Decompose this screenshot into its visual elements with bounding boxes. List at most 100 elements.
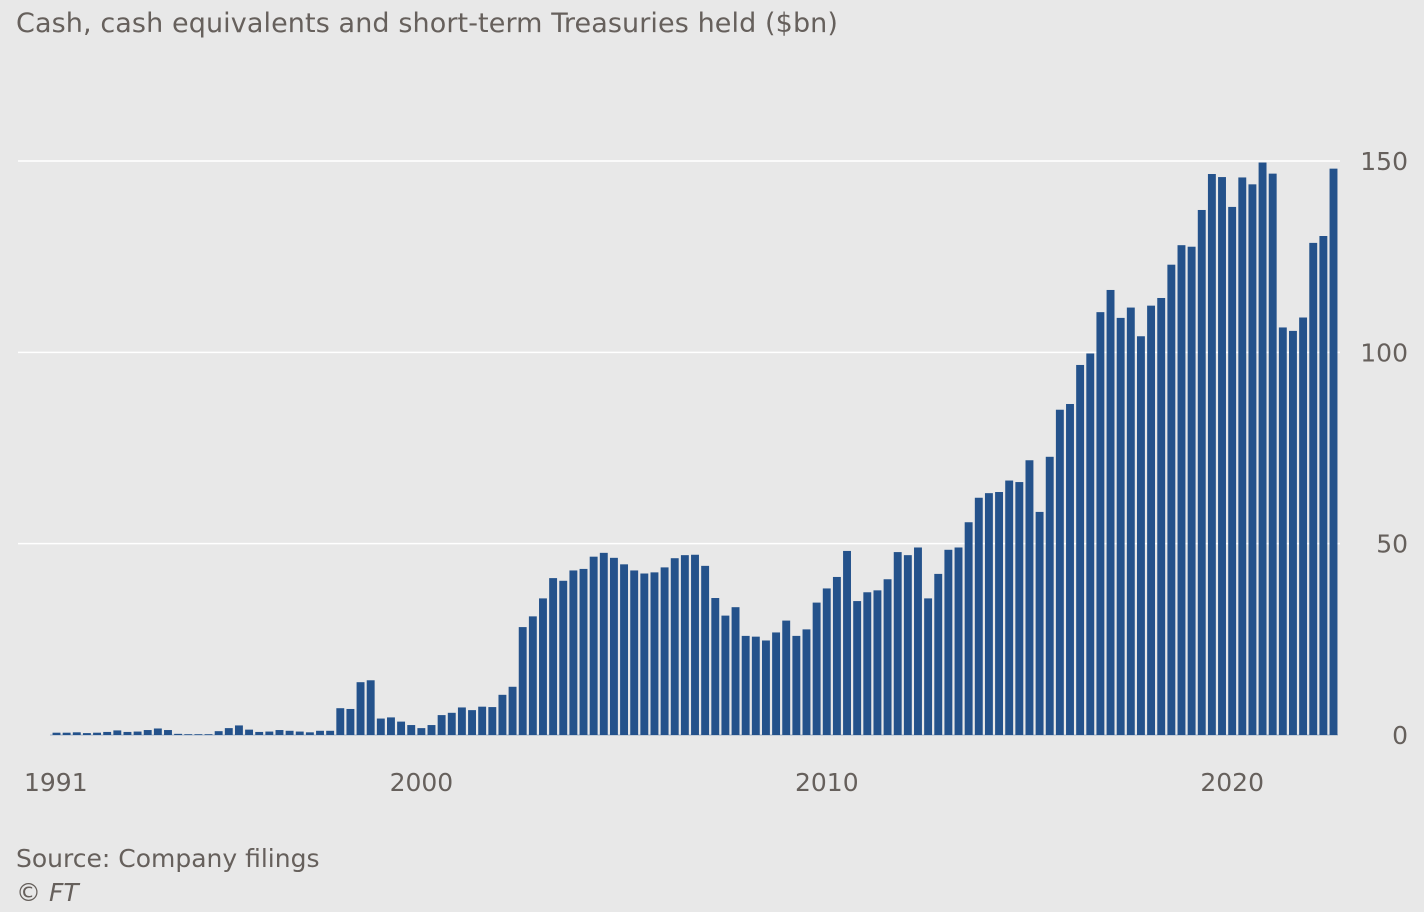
bar: [924, 598, 933, 735]
bar: [782, 620, 791, 735]
bar: [82, 733, 91, 735]
bar: [539, 598, 547, 735]
bar: [569, 570, 578, 735]
bar: [873, 590, 882, 735]
bar: [559, 580, 568, 735]
bar: [822, 588, 831, 735]
bar: [447, 712, 456, 735]
bar: [680, 555, 689, 735]
bar: [802, 629, 811, 735]
bar: [366, 680, 375, 735]
bar: [224, 728, 233, 735]
bar: [184, 734, 193, 735]
bar: [153, 728, 162, 735]
x-axis-ticks: 1991 2000 2010 2020: [24, 768, 1264, 797]
bar: [650, 572, 659, 735]
bar: [1035, 511, 1044, 735]
y-tick-label: 100: [1360, 338, 1408, 367]
bar: [488, 707, 497, 735]
bar: [609, 557, 618, 735]
bar: [1167, 264, 1176, 735]
bar: [1096, 312, 1105, 735]
bar: [478, 706, 487, 735]
y-tick-label: 50: [1376, 530, 1408, 559]
bar: [518, 627, 527, 735]
bar: [599, 552, 608, 735]
bar: [174, 733, 183, 735]
bar: [275, 730, 284, 735]
bar: [995, 492, 1004, 735]
bar: [954, 547, 963, 735]
bar: [964, 522, 973, 735]
bar: [883, 579, 892, 735]
bar: [1289, 330, 1297, 735]
bar: [457, 707, 466, 735]
credit-note: © FT: [16, 878, 79, 907]
bar: [1106, 289, 1115, 735]
bar: [437, 715, 446, 735]
bar: [52, 732, 61, 735]
bar: [1197, 209, 1206, 736]
bar: [1025, 460, 1034, 735]
bar: [843, 550, 851, 735]
bar: [1055, 409, 1064, 735]
bar: [133, 731, 142, 735]
bar: [741, 635, 750, 735]
bar: [1187, 246, 1196, 735]
bar: [589, 556, 598, 735]
bar: [1278, 327, 1287, 735]
bar: [853, 601, 862, 735]
bar: [387, 717, 395, 735]
bars: [50, 162, 1338, 736]
bar: [630, 570, 639, 735]
bar: [1136, 336, 1145, 735]
x-tick-label: 2000: [390, 768, 454, 797]
bar: [1126, 307, 1135, 735]
bar: [346, 708, 355, 735]
bar: [508, 686, 517, 735]
bar: [1329, 168, 1338, 735]
bar: [1005, 480, 1014, 735]
bar: [1157, 297, 1166, 735]
x-tick-label: 2010: [795, 768, 859, 797]
bar: [376, 718, 385, 735]
bar: [255, 731, 264, 735]
bar: [832, 576, 841, 735]
bar: [427, 725, 436, 735]
bar: [579, 568, 588, 735]
bar: [356, 682, 365, 735]
bar: [721, 615, 730, 735]
bar: [620, 564, 629, 735]
bar: [295, 731, 304, 735]
y-tick-label: 0: [1392, 721, 1408, 750]
bar: [1258, 162, 1267, 735]
bar: [1147, 305, 1156, 735]
footer: Source: Company filings © FT: [16, 842, 320, 910]
bar: [1228, 206, 1237, 736]
bar: [812, 602, 821, 735]
bar: [103, 731, 112, 735]
bar: [863, 592, 872, 735]
bar: [1015, 482, 1024, 735]
bar: [1309, 242, 1318, 735]
bar: [1218, 177, 1226, 735]
bar: [1207, 174, 1216, 735]
bar: [660, 567, 669, 735]
bar: [113, 730, 122, 735]
bar: [691, 554, 699, 735]
bar: [711, 598, 720, 735]
bar: [123, 731, 132, 735]
bar: [1177, 245, 1186, 735]
bar: [670, 558, 679, 735]
y-tick-label: 150: [1360, 147, 1408, 176]
bar: [1319, 236, 1328, 735]
bar: [204, 734, 213, 735]
bar: [1238, 177, 1247, 735]
x-tick-label: 2020: [1200, 768, 1264, 797]
bar: [93, 732, 101, 735]
bar: [944, 549, 953, 735]
bar: [316, 730, 324, 735]
bar: [1116, 317, 1125, 735]
bar: [549, 578, 558, 735]
bar: [1248, 184, 1257, 736]
